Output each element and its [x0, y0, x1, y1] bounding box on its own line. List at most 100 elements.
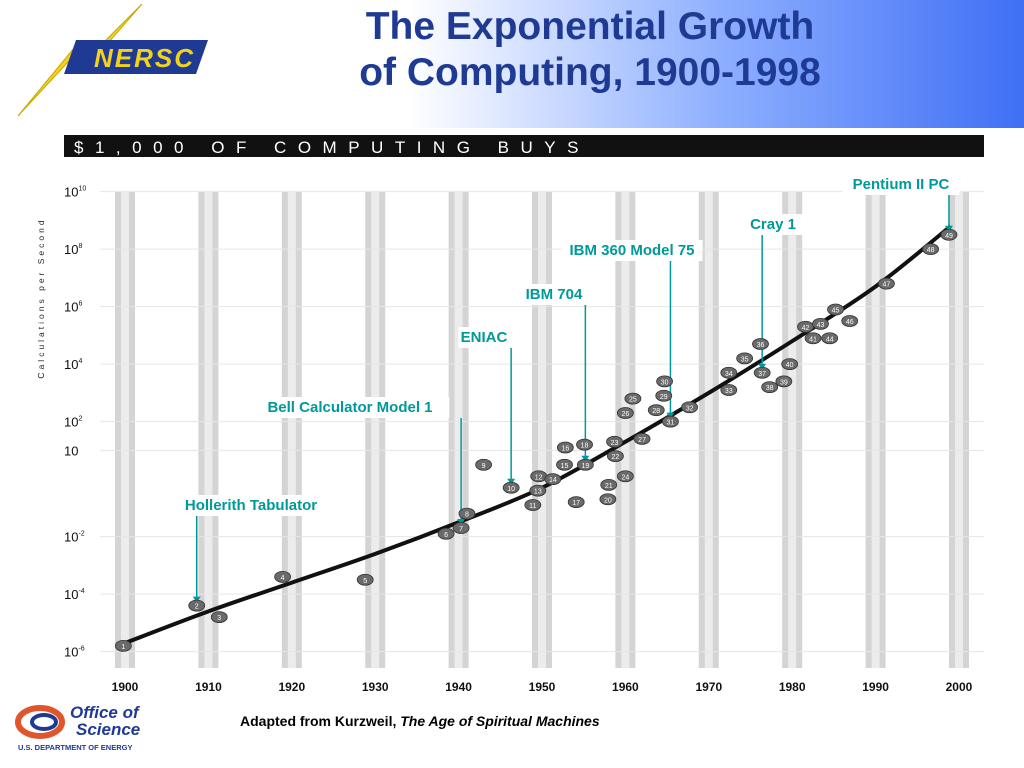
x-tick-label: 1950: [529, 680, 556, 694]
x-tick-label: 1940: [445, 680, 472, 694]
data-point: 33: [720, 384, 738, 396]
data-point: 14: [544, 473, 562, 486]
data-point: 22: [606, 450, 624, 463]
y-axis-label: Calculations per Second: [36, 217, 46, 378]
slide-title: The Exponential Growth of Computing, 190…: [230, 4, 950, 96]
decade-bar-highlight: [371, 192, 380, 668]
data-point-label: 39: [780, 379, 788, 386]
data-point-label: 42: [802, 325, 810, 332]
data-point: 43: [812, 317, 829, 330]
data-point-label: 30: [661, 379, 669, 386]
data-point-marker: [606, 435, 623, 448]
data-point-label: 6: [444, 532, 448, 539]
data-point-label: 16: [561, 446, 569, 453]
nersc-parallelogram: [64, 40, 208, 74]
annotation-arrow-icon: [758, 363, 767, 370]
data-point: 4: [274, 570, 292, 583]
data-point-label: 20: [604, 497, 612, 504]
decade-bar-highlight: [954, 192, 963, 668]
data-point-marker: [356, 573, 374, 586]
y-tick-label: 10: [64, 443, 78, 458]
data-point-label: 1: [121, 644, 125, 651]
data-point: 48: [922, 243, 940, 256]
data-point-label: 12: [535, 474, 543, 481]
annotation-background: [250, 397, 450, 418]
data-point-marker: [567, 496, 585, 509]
decade-bar-highlight: [121, 192, 130, 668]
data-point-label: 23: [611, 440, 619, 447]
credit-book-title: The Age of Spiritual Machines: [400, 713, 600, 729]
data-point-marker: [761, 381, 779, 394]
data-point: 46: [841, 315, 859, 327]
decade-bar-highlight: [871, 192, 880, 668]
data-point-label: 26: [621, 411, 629, 418]
data-point-label: 9: [482, 463, 486, 470]
data-point-marker: [812, 317, 829, 330]
decade-bar-highlight: [704, 192, 713, 668]
data-point-marker: [599, 493, 617, 506]
data-point-marker: [804, 332, 822, 345]
data-point-marker: [940, 228, 958, 241]
data-point: 2: [188, 599, 206, 612]
annotation-background: [743, 214, 803, 235]
annotation-label: IBM 360 Model 75: [569, 242, 694, 259]
title-line-1: The Exponential Growth: [365, 5, 815, 48]
data-point: 24: [616, 470, 634, 483]
data-point-marker: [841, 315, 859, 327]
data-point-label: 36: [757, 342, 765, 349]
data-point-label: 11: [529, 503, 536, 510]
y-tick-label: 104: [64, 357, 82, 372]
y-tick-label: 108: [64, 242, 82, 257]
annotation-label: ENIAC: [461, 329, 508, 346]
data-point: 5: [356, 573, 374, 586]
annotation-label: Pentium II PC: [853, 176, 950, 193]
title-line-2: of Computing, 1900-1998: [359, 51, 821, 94]
data-point-label: 3: [217, 615, 221, 622]
data-point: 29: [655, 389, 673, 402]
data-point-label: 25: [629, 397, 637, 404]
annotation-arrow-icon: [457, 519, 466, 525]
data-point-label: 40: [786, 362, 794, 369]
data-point-label: 10: [507, 486, 515, 493]
annotation-arrow-icon: [666, 412, 675, 419]
data-point-marker: [775, 375, 793, 388]
office-line-3: U.S. DEPARTMENT OF ENERGY: [18, 743, 132, 752]
data-point: 40: [781, 358, 799, 371]
data-point: 12: [530, 470, 548, 483]
data-point: 28: [647, 404, 665, 417]
decade-bar-highlight: [204, 192, 213, 668]
data-point: 6: [437, 527, 455, 540]
data-point-marker: [188, 599, 206, 612]
annotation-background: [842, 174, 960, 195]
data-point-marker: [606, 450, 624, 463]
data-point-label: 24: [621, 474, 629, 481]
data-point-label: 22: [611, 454, 619, 461]
data-point-marker: [475, 458, 493, 471]
data-point: 36: [752, 338, 769, 350]
data-point-marker: [656, 375, 673, 388]
data-point: 16: [556, 441, 574, 454]
data-point-label: 49: [945, 233, 953, 240]
data-point-marker: [736, 352, 754, 365]
data-point: 49: [940, 228, 958, 241]
data-point-label: 15: [561, 463, 569, 470]
data-point-marker: [633, 432, 651, 445]
data-point-label: 21: [605, 483, 613, 490]
data-point-label: 35: [741, 356, 749, 363]
data-point-marker: [878, 277, 895, 290]
data-point: 42: [797, 320, 814, 333]
data-point-marker: [616, 470, 634, 483]
swoosh-icon: [15, 705, 65, 739]
data-point-marker: [556, 441, 574, 454]
decade-bar-highlight: [788, 192, 797, 668]
data-point-marker: [114, 639, 132, 652]
data-point: 18: [576, 438, 593, 451]
annotation-label: Bell Calculator Model 1: [267, 399, 432, 416]
data-point-marker: [922, 243, 940, 256]
data-point: 31: [662, 415, 679, 428]
data-point-marker: [452, 522, 470, 534]
data-point: 44: [821, 332, 839, 345]
chart-title-bar: [64, 135, 984, 157]
data-point: 1: [114, 639, 132, 652]
data-point: 11: [524, 499, 542, 511]
